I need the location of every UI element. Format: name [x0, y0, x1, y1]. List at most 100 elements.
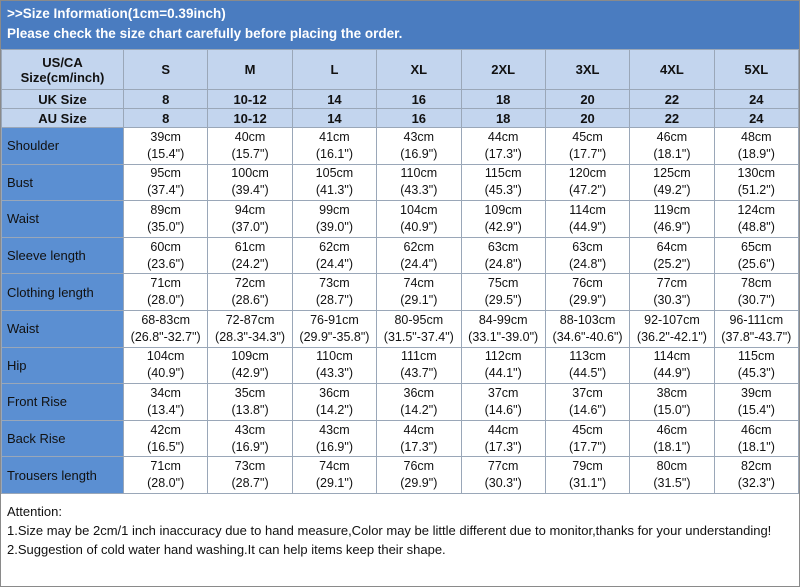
cm-value: 37cm — [572, 385, 603, 400]
cm-value: 68-83cm — [141, 312, 190, 327]
inch-value: (43.3") — [315, 366, 353, 381]
header: >>Size Information(1cm=0.39inch) Please … — [1, 1, 799, 49]
header-cell: 8 — [122, 108, 209, 128]
inch-value: (29.1") — [315, 476, 353, 491]
cm-value: 43cm — [234, 422, 266, 437]
header-cell: M — [207, 49, 293, 90]
data-row: Front Rise 34cm (13.4") 35cm (13.8") 36cm (14.… — [1, 383, 800, 421]
cell: 84-99cm (33.1"-39.0") — [460, 309, 546, 348]
cm-value: 43cm — [403, 129, 435, 144]
inch-value: (24.4") — [400, 256, 438, 271]
cell: 111cm (43.7") — [376, 346, 462, 385]
cm-value: 114cm — [653, 349, 691, 364]
inch-value: (51.2") — [737, 183, 775, 198]
cell: 36cm (14.2") — [291, 383, 378, 421]
cell: 115cm (45.3") — [713, 346, 800, 385]
cm-value: 109cm — [231, 349, 269, 364]
inch-value: (28.3"-34.3") — [215, 329, 286, 344]
inch-value: (31.5") — [653, 476, 691, 491]
cell: 43cm (16.9") — [291, 419, 378, 458]
cell: 44cm (17.3") — [376, 419, 462, 458]
cell: 46cm (18.1") — [629, 127, 715, 165]
cell: 104cm (40.9") — [376, 200, 462, 238]
data-row: Shoulder 39cm (15.4") 40cm (15.7") 41cm (16.1"… — [1, 127, 800, 165]
cm-value: 74cm — [319, 459, 350, 474]
header-cell: 5XL — [713, 49, 800, 90]
cm-value: 44cm — [487, 422, 519, 437]
cm-value: 100cm — [231, 166, 269, 181]
inch-value: (39.4") — [231, 183, 269, 198]
inch-value: (24.2") — [231, 256, 269, 271]
cm-value: 115cm — [484, 166, 522, 181]
note-item: 2.Suggestion of cold water hand washing.… — [7, 541, 446, 557]
cm-value: 62cm — [403, 239, 435, 254]
cell: 48cm (18.9") — [713, 127, 800, 165]
cm-value: 130cm — [737, 166, 776, 181]
cell: 65cm (25.6") — [713, 236, 800, 275]
cm-value: 77cm — [487, 459, 519, 474]
header-cell: 2XL — [460, 49, 546, 90]
header-cell: 16 — [376, 108, 462, 128]
cell: 45cm (17.7") — [544, 419, 631, 458]
cell: 61cm (24.2") — [207, 236, 293, 275]
cell: 68-83cm (26.8"-32.7") — [122, 309, 209, 348]
inch-value: (17.3") — [484, 146, 522, 161]
inch-value: (34.6"-40.6") — [552, 329, 623, 344]
row-label: Bust — [1, 163, 124, 202]
inch-value: (42.9") — [231, 366, 269, 381]
inch-value: (44.1") — [484, 366, 522, 381]
header-cell: 20 — [544, 89, 631, 109]
cell: 63cm (24.8") — [460, 236, 546, 275]
cell: 88-103cm (34.6"-40.6") — [544, 309, 631, 348]
inch-value: (15.4") — [737, 402, 775, 417]
inch-value: (16.9") — [231, 439, 269, 454]
inch-value: (45.3") — [737, 366, 775, 381]
inch-value: (14.2") — [400, 402, 438, 417]
cm-value: 125cm — [653, 166, 691, 181]
cm-value: 76cm — [572, 276, 603, 291]
inch-value: (37.0") — [231, 219, 269, 234]
cm-value: 105cm — [315, 166, 354, 181]
inch-value: (28.6") — [231, 293, 269, 308]
inch-value: (14.2") — [315, 402, 353, 417]
inch-value: (14.6") — [484, 402, 522, 417]
cm-value: 36cm — [319, 385, 350, 400]
cell: 71cm (28.0") — [122, 456, 209, 494]
data-row: Waist 68-83cm (26.8"-32.7") 72-87cm (28.3"-3… — [1, 309, 800, 348]
cm-value: 46cm — [656, 422, 688, 437]
cell: 43cm (16.9") — [207, 419, 293, 458]
inch-value: (29.9") — [569, 293, 607, 308]
inch-value: (28.0") — [147, 293, 185, 308]
cm-value: 99cm — [319, 202, 350, 217]
inch-value: (25.6") — [737, 256, 775, 271]
header-label: AU Size — [1, 108, 124, 128]
inch-value: (15.4") — [147, 146, 185, 161]
header-cell: 22 — [629, 89, 715, 109]
header-cell: 10-12 — [207, 108, 293, 128]
cell: 77cm (30.3") — [629, 273, 715, 311]
cell: 124cm (48.8") — [713, 200, 800, 238]
inch-value: (40.9") — [147, 366, 185, 381]
header-cell: 14 — [291, 108, 378, 128]
cell: 40cm (15.7") — [207, 127, 293, 165]
title: >>Size Information(1cm=0.39inch) — [7, 6, 226, 21]
inch-value: (18.1") — [653, 439, 691, 454]
header-cell: 24 — [713, 89, 800, 109]
cm-value: 104cm — [146, 349, 185, 364]
inch-value: (24.4") — [315, 256, 353, 271]
inch-value: (29.9"-35.8") — [299, 329, 370, 344]
cm-value: 76cm — [403, 459, 435, 474]
cm-value: 82cm — [741, 459, 772, 474]
cm-value: 65cm — [741, 239, 772, 254]
header-cell: S — [122, 49, 209, 90]
cm-value: 80-95cm — [394, 312, 444, 327]
data-row: Back Rise 42cm (16.5") 43cm (16.9") 43cm (16.9… — [1, 419, 800, 458]
cell: 78cm (30.7") — [713, 273, 800, 311]
cm-value: 46cm — [741, 422, 772, 437]
inch-value: (26.8"-32.7") — [130, 329, 201, 344]
cm-value: 78cm — [741, 276, 772, 291]
cell: 74cm (29.1") — [376, 273, 462, 311]
cell: 76-91cm (29.9"-35.8") — [291, 309, 378, 348]
inch-value: (43.7") — [400, 366, 438, 381]
